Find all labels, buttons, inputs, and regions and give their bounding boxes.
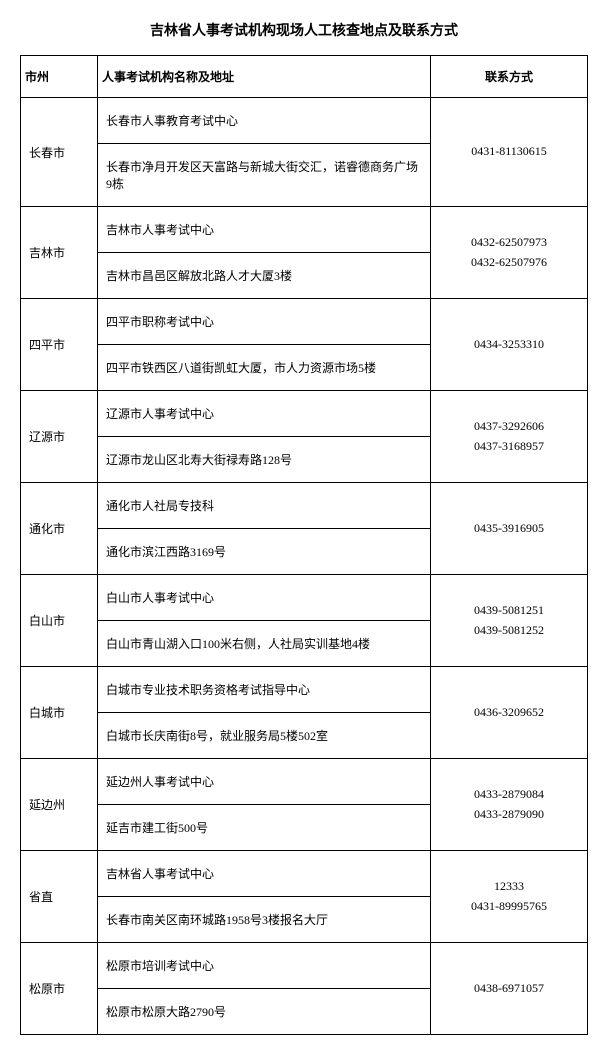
table-row: 延边州延边州人事考试中心0433-28790840433-2879090 (21, 759, 588, 805)
table-row: 白山市白山市人事考试中心0439-50812510439-5081252 (21, 575, 588, 621)
org-address-cell: 白城市长庆南街8号，就业服务局5楼502室 (98, 713, 431, 759)
contact-value: 0439-5081251 (439, 601, 579, 620)
org-name-cell: 四平市职称考试中心 (98, 299, 431, 345)
org-address-cell: 通化市滨江西路3169号 (98, 529, 431, 575)
org-name-cell: 吉林市人事考试中心 (98, 207, 431, 253)
org-name-cell: 延边州人事考试中心 (98, 759, 431, 805)
org-name-cell: 松原市培训考试中心 (98, 943, 431, 989)
contact-cell: 0437-32926060437-3168957 (431, 391, 588, 483)
table-row: 白城市白城市专业技术职务资格考试指导中心0436-3209652 (21, 667, 588, 713)
table-row: 四平市四平市职称考试中心0434-3253310 (21, 299, 588, 345)
table-row: 长春市长春市人事教育考试中心0431-81130615 (21, 98, 588, 144)
city-cell: 四平市 (21, 299, 98, 391)
city-cell: 白城市 (21, 667, 98, 759)
table-row: 松原市松原市培训考试中心0438-6971057 (21, 943, 588, 989)
contact-cell: 0436-3209652 (431, 667, 588, 759)
city-cell: 延边州 (21, 759, 98, 851)
contact-value: 0431-81130615 (439, 142, 579, 161)
org-address-cell: 松原市松原大路2790号 (98, 989, 431, 1035)
city-cell: 长春市 (21, 98, 98, 207)
org-address-cell: 长春市净月开发区天富路与新城大街交汇，诺睿德商务广场9栋 (98, 144, 431, 207)
contact-cell: 0432-625079730432-62507976 (431, 207, 588, 299)
table-header-row: 市州 人事考试机构名称及地址 联系方式 (21, 56, 588, 98)
contacts-table: 市州 人事考试机构名称及地址 联系方式 长春市长春市人事教育考试中心0431-8… (20, 55, 588, 1035)
header-contact: 联系方式 (431, 56, 588, 98)
contact-value: 0437-3168957 (439, 437, 579, 456)
org-name-cell: 长春市人事教育考试中心 (98, 98, 431, 144)
city-cell: 通化市 (21, 483, 98, 575)
org-address-cell: 吉林市昌邑区解放北路人才大厦3楼 (98, 253, 431, 299)
table-row: 辽源市辽源市人事考试中心0437-32926060437-3168957 (21, 391, 588, 437)
header-city: 市州 (21, 56, 98, 98)
contact-value: 0437-3292606 (439, 417, 579, 436)
city-cell: 吉林市 (21, 207, 98, 299)
org-address-cell: 延吉市建工街500号 (98, 805, 431, 851)
city-cell: 松原市 (21, 943, 98, 1035)
contact-cell: 0438-6971057 (431, 943, 588, 1035)
org-name-cell: 通化市人社局专技科 (98, 483, 431, 529)
city-cell: 辽源市 (21, 391, 98, 483)
org-name-cell: 辽源市人事考试中心 (98, 391, 431, 437)
org-address-cell: 白山市青山湖入口100米右侧，人社局实训基地4楼 (98, 621, 431, 667)
org-name-cell: 白城市专业技术职务资格考试指导中心 (98, 667, 431, 713)
contact-value: 0434-3253310 (439, 335, 579, 354)
contact-cell: 0434-3253310 (431, 299, 588, 391)
contact-cell: 0431-81130615 (431, 98, 588, 207)
table-row: 通化市通化市人社局专技科0435-3916905 (21, 483, 588, 529)
contact-value: 0432-62507976 (439, 253, 579, 272)
city-cell: 省直 (21, 851, 98, 943)
page-title: 吉林省人事考试机构现场人工核查地点及联系方式 (20, 20, 588, 40)
org-address-cell: 四平市铁西区八道街凯虹大厦，市人力资源市场5楼 (98, 345, 431, 391)
contact-value: 0438-6971057 (439, 979, 579, 998)
contact-value: 0431-89995765 (439, 897, 579, 916)
org-address-cell: 辽源市龙山区北寿大街禄寿路128号 (98, 437, 431, 483)
table-row: 吉林市吉林市人事考试中心0432-625079730432-62507976 (21, 207, 588, 253)
contact-cell: 0439-50812510439-5081252 (431, 575, 588, 667)
contact-value: 0436-3209652 (439, 703, 579, 722)
header-org: 人事考试机构名称及地址 (98, 56, 431, 98)
contact-value: 0432-62507973 (439, 233, 579, 252)
contact-cell: 0433-28790840433-2879090 (431, 759, 588, 851)
org-name-cell: 吉林省人事考试中心 (98, 851, 431, 897)
table-row: 省直吉林省人事考试中心123330431-89995765 (21, 851, 588, 897)
city-cell: 白山市 (21, 575, 98, 667)
contact-cell: 0435-3916905 (431, 483, 588, 575)
contact-value: 0433-2879090 (439, 805, 579, 824)
org-address-cell: 长春市南关区南环城路1958号3楼报名大厅 (98, 897, 431, 943)
contact-value: 0435-3916905 (439, 519, 579, 538)
org-name-cell: 白山市人事考试中心 (98, 575, 431, 621)
contact-cell: 123330431-89995765 (431, 851, 588, 943)
contact-value: 12333 (439, 877, 579, 896)
contact-value: 0439-5081252 (439, 621, 579, 640)
contact-value: 0433-2879084 (439, 785, 579, 804)
